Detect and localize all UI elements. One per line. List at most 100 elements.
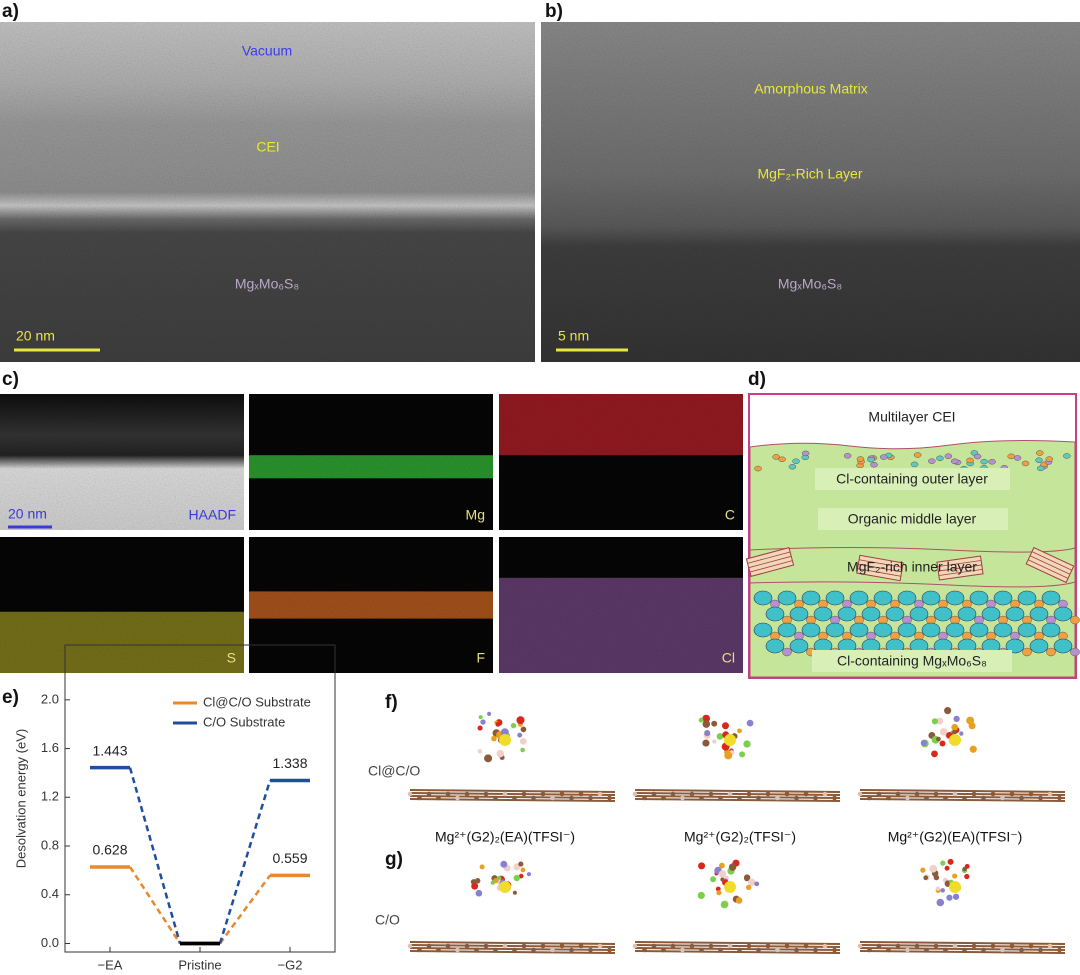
- crystal-line: [857, 568, 901, 577]
- x-tick-label: −EA: [98, 957, 123, 972]
- atom: [526, 872, 532, 877]
- mg-ion: [724, 734, 736, 746]
- atom: [920, 739, 928, 746]
- label-box: [818, 508, 1008, 530]
- ion: [933, 606, 953, 622]
- atom: [1038, 795, 1043, 801]
- atom: [748, 878, 756, 886]
- atom: [936, 736, 941, 742]
- atom: [745, 884, 752, 891]
- atom: [520, 867, 526, 873]
- particle: [1063, 453, 1071, 459]
- atom: [490, 880, 495, 885]
- texture: [541, 22, 1080, 362]
- panel-label: e): [2, 687, 19, 708]
- map-label: Mg: [466, 507, 485, 523]
- particle: [856, 456, 865, 462]
- texture: [499, 537, 743, 673]
- ion: [777, 622, 797, 638]
- atom: [519, 737, 527, 745]
- substrate-bond: [859, 789, 1066, 793]
- texture: [0, 537, 244, 673]
- particle: [1013, 455, 1022, 461]
- atom: [765, 943, 771, 949]
- ion: [765, 638, 785, 654]
- atom: [933, 943, 939, 949]
- panel-label: f): [385, 692, 398, 713]
- atom: [719, 862, 725, 869]
- atom: [939, 740, 946, 747]
- ion: [957, 606, 977, 622]
- atom: [947, 858, 954, 865]
- particle: [966, 457, 974, 464]
- atom: [867, 795, 872, 801]
- atom: [588, 795, 593, 801]
- atom: [1009, 943, 1015, 949]
- atom: [484, 754, 493, 763]
- atom: [943, 795, 948, 801]
- atom: [924, 947, 929, 953]
- ion: [1053, 606, 1073, 622]
- plot-frame: [64, 644, 336, 953]
- ion: [897, 590, 917, 606]
- atom: [775, 947, 780, 953]
- ion: [825, 622, 845, 638]
- atom: [951, 723, 959, 731]
- ion: [921, 622, 941, 638]
- atom: [518, 873, 524, 879]
- atom: [944, 865, 950, 871]
- panel-label: g): [385, 849, 403, 870]
- atom: [728, 863, 737, 871]
- mg-ion: [949, 734, 961, 746]
- atom: [724, 751, 733, 760]
- substrate-bond: [859, 950, 1066, 954]
- substrate-bond: [859, 944, 1066, 948]
- atom: [784, 943, 790, 949]
- substrate-bond: [634, 798, 841, 802]
- atom: [569, 947, 574, 953]
- particle: [1021, 460, 1030, 467]
- atom: [867, 947, 872, 953]
- atom: [784, 791, 790, 797]
- particle: [754, 465, 762, 472]
- ion: [1070, 647, 1080, 657]
- atom: [436, 947, 441, 953]
- ion: [801, 622, 821, 638]
- particle: [801, 450, 810, 457]
- atom: [1028, 943, 1034, 949]
- ion: [969, 590, 989, 606]
- atom: [531, 947, 536, 953]
- map-label: HAADF: [189, 507, 236, 523]
- atom: [794, 795, 799, 801]
- atom: [981, 795, 986, 801]
- atom: [1019, 795, 1024, 801]
- atom: [588, 947, 593, 953]
- atom: [480, 719, 486, 725]
- atom: [813, 947, 818, 953]
- crystal-line: [938, 568, 983, 576]
- atom: [765, 791, 771, 797]
- atom: [1038, 947, 1043, 953]
- atom: [936, 898, 945, 907]
- atom: [735, 897, 743, 904]
- atom: [962, 795, 967, 801]
- atom: [905, 795, 910, 801]
- atom: [803, 943, 809, 949]
- atom: [756, 947, 761, 953]
- mg-ion: [724, 881, 736, 893]
- atom: [923, 875, 929, 881]
- atom: [1047, 791, 1053, 797]
- connector: [128, 767, 182, 944]
- connector: [218, 874, 272, 945]
- atom: [407, 791, 413, 797]
- particle: [988, 459, 996, 465]
- atom: [698, 862, 706, 870]
- ion: [765, 606, 785, 622]
- atom: [990, 943, 996, 949]
- particle: [950, 458, 959, 465]
- atom: [479, 864, 485, 870]
- atom: [1009, 791, 1015, 797]
- atom: [943, 947, 948, 953]
- label: Amorphous Matrix: [754, 81, 868, 97]
- ion: [1017, 622, 1037, 638]
